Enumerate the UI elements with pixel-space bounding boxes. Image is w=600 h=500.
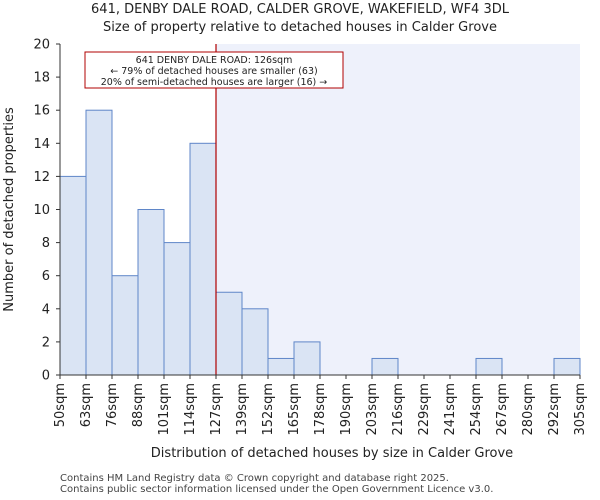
histogram-bar: [189, 142, 217, 376]
annotation-line-3: 20% of semi-detached houses are larger (…: [101, 77, 328, 88]
x-tick-label: 127sqm: [209, 383, 224, 436]
y-tick-label: 14: [33, 137, 50, 152]
x-tick-label: 50sqm: [53, 383, 68, 427]
histogram-bar: [241, 308, 269, 376]
x-tick-label: 241sqm: [443, 383, 458, 436]
footer-line1: Contains HM Land Registry data © Crown c…: [60, 473, 449, 484]
histogram-bar: [371, 357, 399, 376]
histogram-bar: [553, 357, 581, 376]
histogram-bar: [293, 341, 321, 376]
y-tick-label: 2: [42, 335, 50, 350]
histogram-bar: [163, 242, 191, 376]
chart-title-line1: 641, DENBY DALE ROAD, CALDER GROVE, WAKE…: [91, 2, 509, 17]
histogram-bar: [85, 109, 113, 376]
x-tick-label: 139sqm: [235, 383, 250, 436]
y-axis-title: Number of detached properties: [2, 107, 17, 312]
x-tick-label: 152sqm: [261, 383, 276, 436]
histogram-bar: [215, 291, 243, 376]
y-tick-label: 12: [33, 170, 50, 185]
x-tick-label: 254sqm: [469, 383, 484, 436]
x-tick-label: 229sqm: [417, 383, 432, 436]
y-tick-label: 6: [42, 269, 50, 284]
x-tick-label: 292sqm: [547, 383, 562, 436]
x-tick-label: 101sqm: [157, 383, 172, 436]
x-tick-label: 305sqm: [573, 383, 588, 436]
footer-line2: Contains public sector information licen…: [60, 484, 494, 495]
x-tick-label: 178sqm: [313, 383, 328, 436]
y-tick-label: 18: [33, 71, 50, 86]
x-tick-label: 63sqm: [79, 383, 94, 427]
x-tick-label: 190sqm: [339, 383, 354, 436]
histogram-bar: [267, 357, 295, 376]
x-tick-label: 165sqm: [287, 383, 302, 436]
histogram-bar: [475, 357, 503, 376]
histogram-bar: [59, 175, 87, 376]
chart-title-line2: Size of property relative to detached ho…: [103, 20, 497, 35]
annotation-line-2: ← 79% of detached houses are smaller (63…: [110, 66, 317, 77]
x-tick-label: 76sqm: [105, 383, 120, 427]
x-tick-label: 267sqm: [495, 383, 510, 436]
y-tick-label: 10: [33, 203, 50, 218]
y-tick-label: 16: [33, 104, 50, 119]
x-tick-label: 280sqm: [521, 383, 536, 436]
x-tick-label: 114sqm: [183, 383, 198, 436]
y-tick-label: 4: [42, 302, 50, 317]
x-tick-label: 203sqm: [365, 383, 380, 436]
histogram-bar: [137, 209, 165, 376]
x-axis-title: Distribution of detached houses by size …: [151, 446, 513, 461]
x-tick-label: 216sqm: [391, 383, 406, 436]
annotation-box: [84, 51, 344, 89]
shaded-region: [216, 44, 580, 375]
x-tick-label: 88sqm: [131, 383, 146, 427]
histogram-bar: [111, 275, 139, 376]
y-tick-label: 0: [42, 369, 50, 384]
y-tick-label: 20: [33, 38, 50, 53]
annotation-line-1: 641 DENBY DALE ROAD: 126sqm: [136, 55, 293, 66]
y-tick-label: 8: [42, 236, 50, 251]
